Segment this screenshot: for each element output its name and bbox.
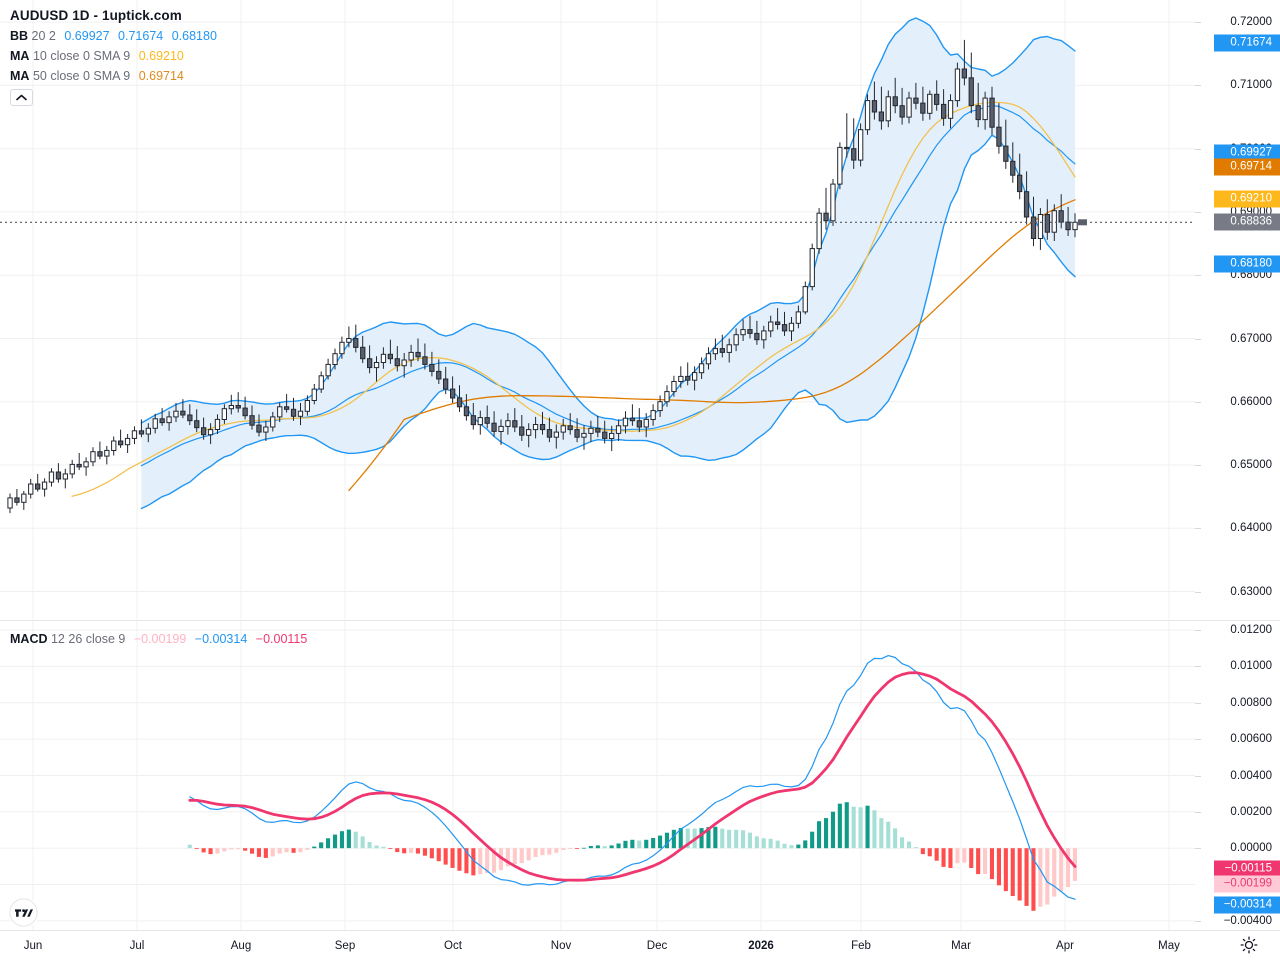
time-axis-tick: Jul (129, 940, 145, 952)
tradingview-logo-icon[interactable] (8, 897, 39, 928)
ma10-label: MA (10, 49, 30, 63)
macd-axis-tick: 0.01200 (1230, 624, 1272, 636)
macd-badge[interactable]: −0.00199 (1214, 875, 1280, 893)
macd-axis[interactable]: 0.01200 0.01000 0.00800 0.00600 0.00400 0.002… (1195, 620, 1280, 930)
macd-axis-tick: 0.00200 (1230, 805, 1272, 818)
time-axis-tick: May (1158, 940, 1180, 952)
chevron-up-icon[interactable] (10, 89, 33, 106)
bb-lower-value: 0.68180 (171, 29, 217, 43)
time-axis-tick: Aug (230, 940, 252, 952)
legend-row-ma10[interactable]: MA 10 close 0 SMA 9 0.69210 (10, 46, 217, 66)
price-badge[interactable]: 0.68180 (1214, 255, 1280, 273)
macd-tickmark (1195, 739, 1201, 741)
price-axis[interactable]: 0.720000.710000.700000.690000.680000.670… (1195, 0, 1280, 620)
price-badge[interactable]: 0.69927 (1214, 144, 1280, 162)
price-tickmark (1195, 85, 1201, 87)
chart-title: AUDUSD 1D - 1uptick.com (10, 8, 182, 23)
legend-row-bb[interactable]: BB 20 2 0.69927 0.71674 0.68180 (10, 26, 217, 46)
time-axis-tick: Dec (646, 940, 668, 952)
ma50-label: MA (10, 69, 30, 83)
macd-tickmark (1195, 920, 1201, 922)
macd-axis-tick: 0.00800 (1230, 696, 1272, 709)
time-axis-tick: Feb (851, 940, 871, 952)
macd-chart-canvas (0, 620, 1195, 930)
time-axis-tick: Mar (951, 940, 971, 952)
macd-axis-tick: −0.00400 (1223, 914, 1272, 927)
price-pane[interactable] (0, 0, 1195, 620)
macd-label: MACD (10, 632, 48, 646)
macd-badge[interactable]: −0.00314 (1214, 896, 1280, 914)
pane-separator (0, 620, 1280, 621)
macd-tickmark (1195, 630, 1201, 631)
price-axis-tick: 0.63000 (1230, 585, 1272, 598)
price-axis-tick: 0.72000 (1230, 16, 1272, 29)
macd-tickmark (1195, 775, 1201, 777)
macd-axis-tick: 0.01000 (1230, 660, 1272, 673)
ma50-params: 50 close 0 SMA 9 (32, 69, 131, 83)
time-axis-tick: Apr (1056, 940, 1074, 952)
macd-tickmark (1195, 848, 1201, 850)
time-axis-tick: Sep (334, 940, 356, 952)
bb-label: BB (10, 29, 29, 43)
price-badge[interactable]: 0.69714 (1214, 158, 1280, 176)
macd-hist-value: −0.00199 (133, 632, 187, 646)
macd-pane[interactable] (0, 620, 1195, 930)
macd-tickmark (1195, 666, 1201, 668)
price-chart-canvas (0, 0, 1195, 620)
price-tickmark (1195, 591, 1201, 593)
macd-axis-tick: 0.00000 (1230, 842, 1272, 855)
price-axis-tick: 0.66000 (1230, 395, 1272, 408)
bb-basis-value: 0.69927 (64, 29, 110, 43)
macd-tickmark (1195, 811, 1201, 813)
price-legend: AUDUSD 1D - 1uptick.com BB 20 2 0.69927 … (10, 6, 217, 106)
price-tickmark (1195, 401, 1201, 403)
macd-badge[interactable]: −0.00115 (1214, 860, 1280, 878)
legend-row-ma50[interactable]: MA 50 close 0 SMA 9 0.69714 (10, 66, 217, 86)
price-axis-tick: 0.67000 (1230, 332, 1272, 345)
price-tickmark (1195, 528, 1201, 530)
bb-params: 20 2 (31, 29, 56, 43)
ma50-value: 0.69714 (138, 69, 184, 83)
price-tickmark (1195, 148, 1201, 150)
price-badge[interactable]: 0.69210 (1214, 190, 1280, 208)
macd-axis-tick: 0.00600 (1230, 733, 1272, 746)
time-axis-tick: 2026 (748, 940, 774, 952)
macd-tickmark (1195, 702, 1201, 704)
macd-signal-value: −0.00115 (255, 632, 308, 646)
macd-legend[interactable]: MACD 12 26 close 9 −0.00199 −0.00314 −0.… (10, 630, 307, 648)
sun-icon[interactable] (1238, 934, 1260, 956)
macd-line-value: −0.00314 (194, 632, 248, 646)
macd-axis-tick: 0.00400 (1230, 769, 1272, 782)
price-tickmark (1195, 211, 1201, 213)
macd-params: 12 26 close 9 (50, 632, 126, 646)
time-axis-tick: Oct (444, 940, 462, 952)
price-axis-tick: 0.65000 (1230, 459, 1272, 471)
time-axis[interactable]: Jun Jul Aug Sep Oct Nov Dec 2026 Feb Mar Apr May (0, 930, 1280, 960)
price-axis-tick: 0.71000 (1230, 79, 1272, 92)
price-badge[interactable]: 0.68836 (1214, 213, 1280, 231)
price-badge[interactable]: 0.71674 (1214, 34, 1280, 52)
price-tickmark (1195, 275, 1201, 277)
bb-upper-value: 0.71674 (118, 29, 164, 43)
price-tickmark (1195, 22, 1201, 24)
price-axis-tick: 0.64000 (1230, 522, 1272, 535)
ma10-value: 0.69210 (138, 49, 184, 63)
price-tickmark (1195, 465, 1201, 466)
time-axis-tick: Nov (550, 940, 572, 952)
price-tickmark (1195, 338, 1201, 340)
ma10-params: 10 close 0 SMA 9 (32, 49, 131, 63)
time-axis-tick: Jun (23, 940, 43, 952)
